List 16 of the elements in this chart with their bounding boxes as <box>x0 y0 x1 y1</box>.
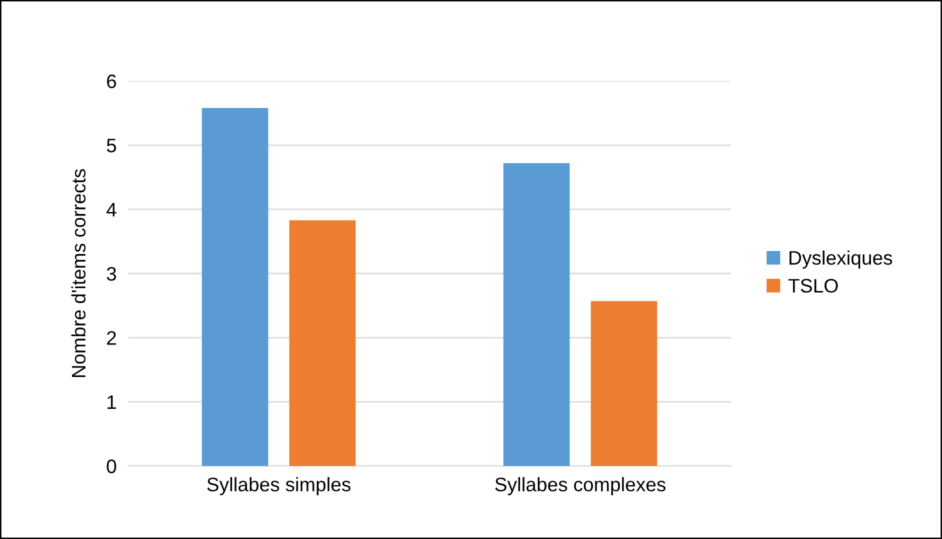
x-tick-label: Syllabes simples <box>207 477 350 496</box>
y-tick-label: 1 <box>108 396 116 409</box>
y-tick-label: 5 <box>106 138 116 152</box>
bar <box>590 301 658 466</box>
y-axis-title: Nombre d'items corrects <box>71 169 86 377</box>
y-tick-label: 2 <box>107 331 116 345</box>
legend-label: Dyslexiques <box>790 250 892 269</box>
bar <box>503 163 570 466</box>
y-tick-label: 6 <box>107 74 116 88</box>
legend-label: TSLO <box>788 278 838 293</box>
y-tick-label: 0 <box>106 459 116 474</box>
x-tick-label: Syllabes complexes <box>495 477 666 496</box>
y-tick-label: 4 <box>106 203 116 216</box>
bar <box>289 220 356 466</box>
bar <box>202 108 268 466</box>
y-tick-label: 3 <box>106 266 116 281</box>
